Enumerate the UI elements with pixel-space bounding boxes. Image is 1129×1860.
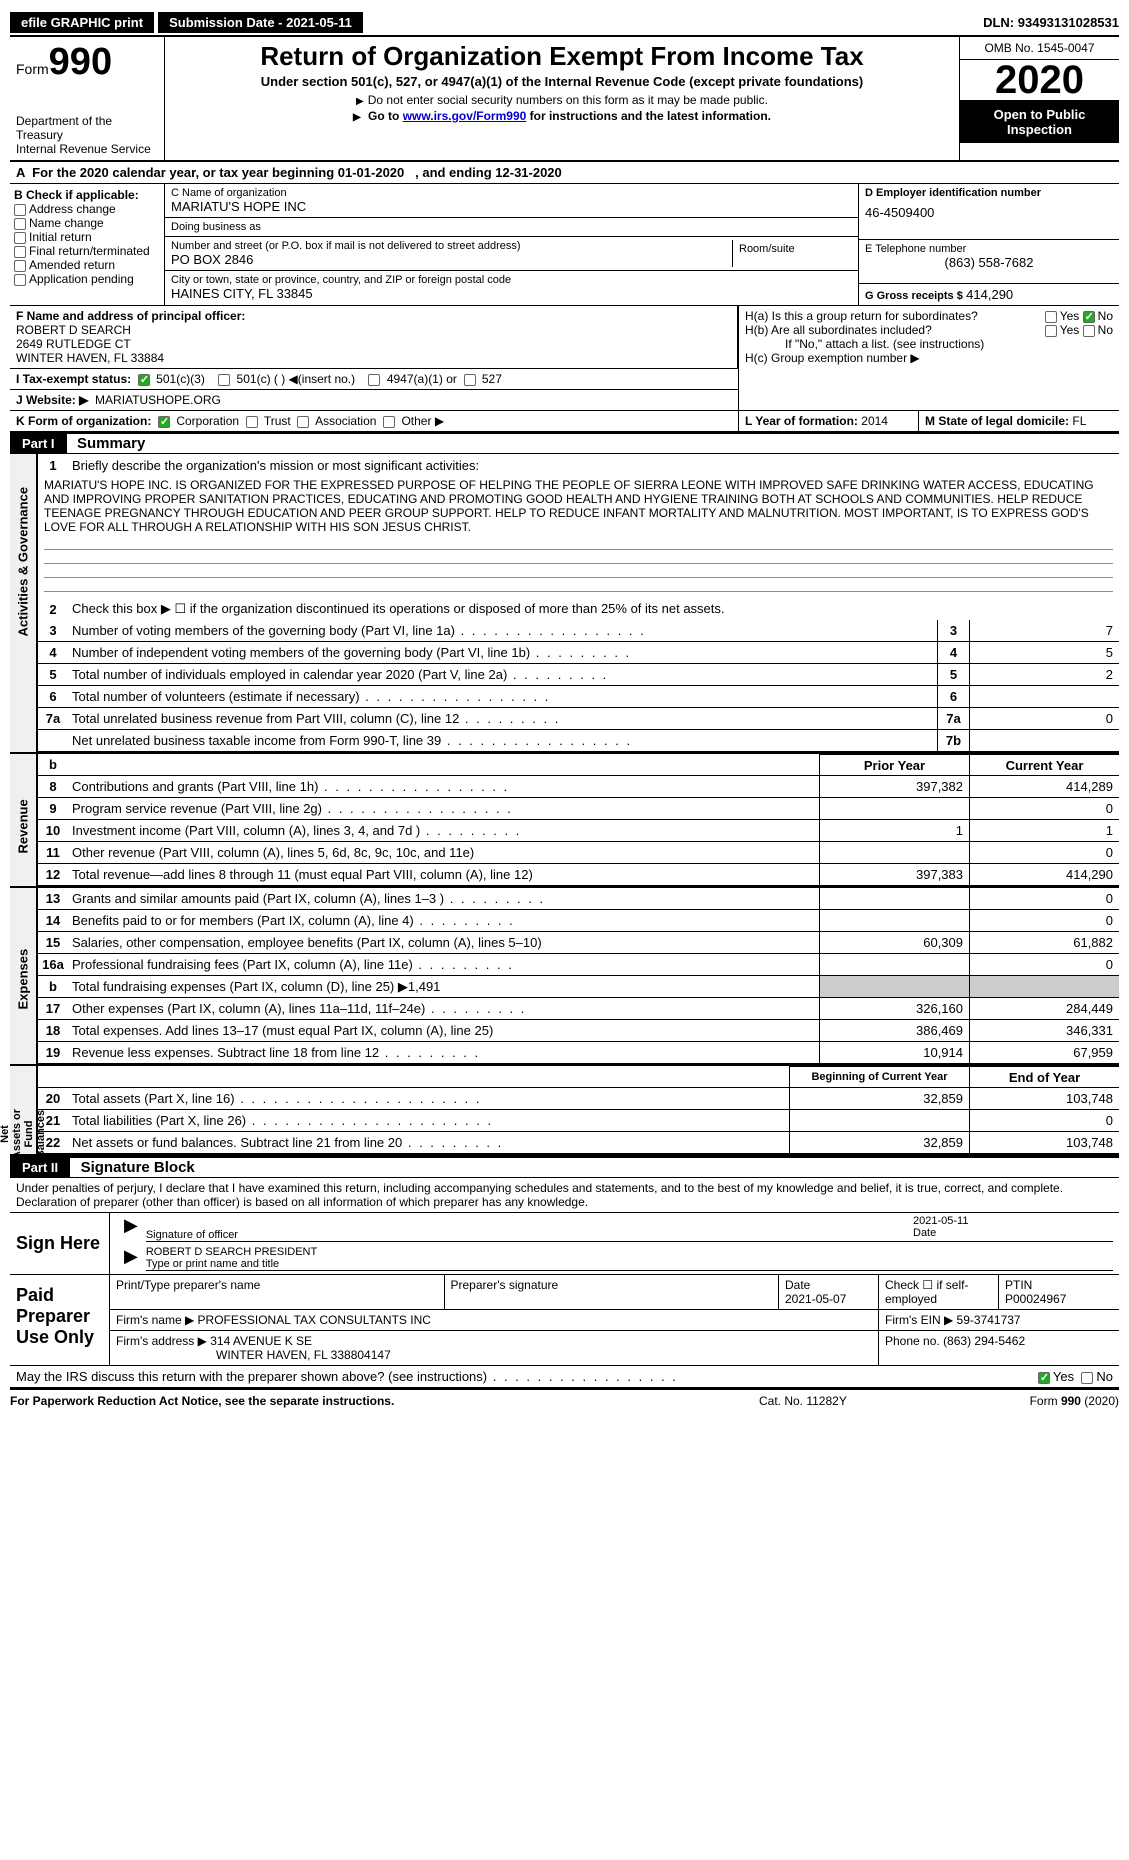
- ha-no[interactable]: [1083, 311, 1095, 323]
- return-subtitle: Under section 501(c), 527, or 4947(a)(1)…: [175, 74, 949, 89]
- form-header: Form990 Department of the Treasury Inter…: [10, 37, 1119, 162]
- street: PO BOX 2846: [171, 252, 732, 267]
- f-officer: F Name and address of principal officer:…: [10, 306, 738, 368]
- k-other[interactable]: [383, 416, 395, 428]
- l6-val: [969, 686, 1119, 707]
- chk-pending[interactable]: Application pending: [14, 272, 160, 286]
- firm-phone: (863) 294-5462: [943, 1334, 1025, 1348]
- tax-year: 2020: [960, 60, 1119, 101]
- chk-501c[interactable]: [218, 374, 230, 386]
- city-label: City or town, state or province, country…: [171, 274, 852, 286]
- return-title: Return of Organization Exempt From Incom…: [175, 41, 949, 72]
- firm-ein: 59-3741737: [957, 1313, 1021, 1327]
- chk-final[interactable]: Final return/terminated: [14, 244, 160, 258]
- omb-number: OMB No. 1545-0047: [960, 37, 1119, 60]
- state-domicile: FL: [1072, 414, 1086, 428]
- row-klm: K Form of organization: Corporation Trus…: [10, 411, 1119, 432]
- l5-val: 2: [969, 664, 1119, 685]
- chk-amended[interactable]: Amended return: [14, 258, 160, 272]
- revenue-section: Revenue bPrior YearCurrent Year 8Contrib…: [10, 754, 1119, 888]
- hb-no[interactable]: [1083, 325, 1095, 337]
- col-b: B Check if applicable: Address change Na…: [10, 184, 165, 305]
- ha-yes[interactable]: [1045, 311, 1057, 323]
- l7b-val: [969, 730, 1119, 751]
- k-assoc[interactable]: [297, 416, 309, 428]
- efile-button[interactable]: efile GRAPHIC print: [10, 12, 154, 33]
- perjury-declaration: Under penalties of perjury, I declare th…: [10, 1178, 1119, 1213]
- period-row: A For the 2020 calendar year, or tax yea…: [10, 162, 1119, 184]
- h-group: H(a) Is this a group return for subordin…: [739, 306, 1119, 410]
- ptin: P00024967: [1005, 1292, 1113, 1306]
- b-label: B Check if applicable:: [14, 188, 160, 202]
- l3-val: 7: [969, 620, 1119, 641]
- form-word: Form: [16, 61, 49, 77]
- chk-address[interactable]: Address change: [14, 202, 160, 216]
- irs-link[interactable]: www.irs.gov/Form990: [403, 109, 527, 123]
- k-trust[interactable]: [246, 416, 258, 428]
- discuss-yes[interactable]: [1038, 1372, 1050, 1384]
- j-website: J Website: ▶ MARIATUSHOPE.ORG: [10, 390, 738, 410]
- k-corp[interactable]: [158, 416, 170, 428]
- open-inspection: Open to Public Inspection: [960, 101, 1119, 143]
- city: HAINES CITY, FL 33845: [171, 286, 852, 301]
- discuss-row: May the IRS discuss this return with the…: [10, 1366, 1119, 1388]
- paid-preparer: Paid Preparer Use Only Print/Type prepar…: [10, 1275, 1119, 1366]
- d-label: D Employer identification number: [865, 187, 1113, 199]
- dept-treasury: Department of the Treasury Internal Reve…: [16, 114, 158, 156]
- street-label: Number and street (or P.O. box if mail i…: [171, 240, 732, 252]
- chk-4947[interactable]: [368, 374, 380, 386]
- col-c: C Name of organization MARIATU'S HOPE IN…: [165, 184, 859, 305]
- ein: 46-4509400: [865, 205, 1113, 220]
- chk-501c3[interactable]: [138, 374, 150, 386]
- goto-link: Go to www.irs.gov/Form990 for instructio…: [175, 109, 949, 123]
- room-label: Room/suite: [739, 243, 846, 255]
- part2-header: Part II Signature Block: [10, 1156, 1119, 1178]
- firm-name: PROFESSIONAL TAX CONSULTANTS INC: [198, 1313, 431, 1327]
- gross-receipts: 414,290: [966, 287, 1013, 302]
- chk-name[interactable]: Name change: [14, 216, 160, 230]
- net-assets-section: Net Assets or Fund Balances Beginning of…: [10, 1066, 1119, 1156]
- topbar: efile GRAPHIC print Submission Date - 20…: [10, 10, 1119, 37]
- footer: For Paperwork Reduction Act Notice, see …: [10, 1388, 1119, 1408]
- part1-header: Part I Summary: [10, 432, 1119, 454]
- year-formation: 2014: [861, 414, 888, 428]
- expenses-section: Expenses 13Grants and similar amounts pa…: [10, 888, 1119, 1066]
- activities-governance: Activities & Governance 1Briefly describ…: [10, 454, 1119, 754]
- l7a-val: 0: [969, 708, 1119, 729]
- mission-text: MARIATU'S HOPE INC. IS ORGANIZED FOR THE…: [38, 476, 1119, 536]
- section-bcd: B Check if applicable: Address change Na…: [10, 184, 1119, 306]
- e-label: E Telephone number: [865, 243, 1113, 255]
- sign-here: Sign Here ▶ Signature of officer 2021-05…: [10, 1213, 1119, 1275]
- l4-val: 5: [969, 642, 1119, 663]
- hc-exemption: H(c) Group exemption number ▶: [745, 351, 1113, 365]
- officer-name: ROBERT D SEARCH PRESIDENT: [146, 1246, 1113, 1258]
- dln: DLN: 93493131028531: [983, 15, 1119, 30]
- row-fhi: F Name and address of principal officer:…: [10, 306, 1119, 411]
- org-name: MARIATU'S HOPE INC: [171, 199, 852, 214]
- discuss-no[interactable]: [1081, 1372, 1093, 1384]
- form-number: 990: [49, 41, 112, 83]
- submission-button[interactable]: Submission Date - 2021-05-11: [158, 12, 363, 33]
- phone: (863) 558-7682: [865, 255, 1113, 270]
- chk-527[interactable]: [464, 374, 476, 386]
- col-d: D Employer identification number 46-4509…: [859, 184, 1119, 305]
- i-status: I Tax-exempt status: 501(c)(3) 501(c) ( …: [10, 369, 738, 390]
- g-label: G Gross receipts $: [865, 290, 963, 302]
- hb-yes[interactable]: [1045, 325, 1057, 337]
- chk-initial[interactable]: Initial return: [14, 230, 160, 244]
- ssn-note: Do not enter social security numbers on …: [356, 93, 768, 107]
- dba-label: Doing business as: [171, 221, 852, 233]
- c-name-label: C Name of organization: [171, 187, 852, 199]
